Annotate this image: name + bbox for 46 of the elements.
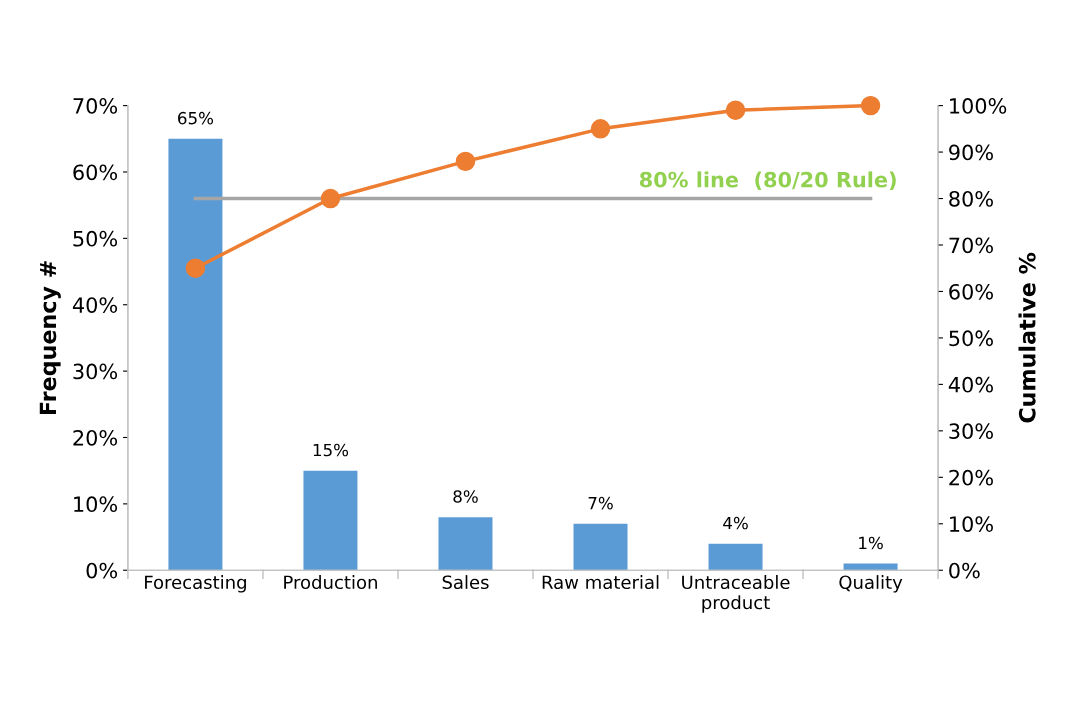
y2-tick-label: 30%	[949, 423, 993, 440]
y-tick-label: 0%	[86, 562, 118, 579]
y-tick-label: 50%	[73, 230, 118, 247]
bar	[843, 563, 898, 571]
data-label: 8%	[453, 490, 478, 503]
y-tick-label: 30%	[73, 363, 118, 380]
y-tick-label: 10%	[74, 496, 118, 513]
y2-tick-label: 40%	[948, 376, 993, 393]
bar	[708, 543, 763, 571]
y2-tick-label: 10%	[950, 516, 993, 532]
x-tick-label: Raw material	[542, 575, 659, 590]
y2-tick-label: 60%	[949, 283, 993, 300]
y-axis-title: Frequency #	[39, 261, 61, 415]
bar	[168, 138, 223, 571]
y2-tick-label: 50%	[949, 330, 993, 347]
y2-tick-label: 20%	[949, 469, 993, 486]
data-label: 4%	[723, 516, 748, 530]
y2-tick-label: 100%	[950, 98, 1007, 114]
point	[320, 188, 341, 209]
y2-tick-label: 0%	[949, 562, 980, 579]
x-tick-label: Forecasting	[145, 575, 246, 593]
bar	[573, 523, 628, 571]
bar	[303, 470, 358, 571]
point	[590, 119, 611, 139]
y-tick-label: 20%	[73, 429, 118, 446]
point	[455, 151, 476, 172]
point	[860, 95, 881, 116]
data-label: 7%	[588, 496, 613, 510]
y2-tick-label: 80%	[949, 190, 993, 207]
y2-tick-label: 90%	[949, 144, 993, 161]
point	[725, 100, 746, 120]
bar	[438, 517, 493, 571]
data-label: 15%	[313, 443, 349, 457]
ref-line-label: 80% line (80/20 Rule)	[639, 171, 896, 190]
data-label: 1%	[859, 536, 883, 550]
point	[185, 258, 206, 278]
x-tick-label: Quality	[839, 575, 903, 593]
y2-axis-title: Cumulative %	[1018, 252, 1036, 423]
y-tick-label: 70%	[73, 98, 118, 114]
y2-tick-label: 70%	[949, 237, 993, 254]
x-tick-label: Sales	[442, 575, 489, 590]
x-tick-label: Untraceable product	[682, 575, 790, 613]
x-tick-label: Production	[284, 575, 377, 590]
y-tick-label: 60%	[73, 164, 118, 181]
data-label: 65%	[178, 111, 214, 125]
y-tick-label: 40%	[72, 297, 118, 313]
